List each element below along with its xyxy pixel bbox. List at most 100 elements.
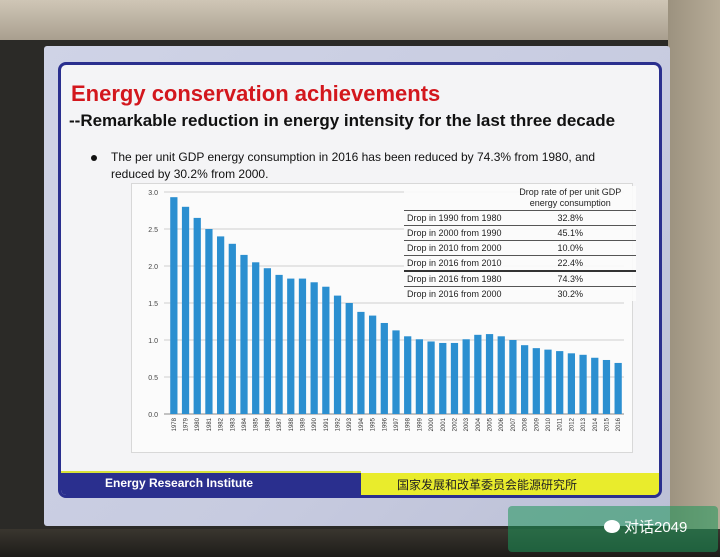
row-label: Drop in 2010 from 2000 xyxy=(404,240,505,256)
table-header: Drop rate of per unit GDP energy consump… xyxy=(519,187,622,208)
footer-institute: Energy Research Institute xyxy=(61,471,361,495)
x-tick-label: 1983 xyxy=(230,417,236,431)
y-tick-label: 0.5 xyxy=(148,375,158,382)
bar-1981 xyxy=(205,229,213,414)
table-row: Drop in 1990 from 1980 32.8% xyxy=(404,210,636,226)
x-tick-label: 2002 xyxy=(452,417,458,431)
x-tick-label: 1993 xyxy=(347,417,353,431)
bar-1978 xyxy=(170,197,178,414)
slide-title: Energy conservation achievements xyxy=(71,81,441,106)
x-tick-label: 1992 xyxy=(336,417,342,431)
bar-1995 xyxy=(368,315,377,414)
row-label: Drop in 2016 from 2010 xyxy=(404,255,505,271)
row-value: 74.3% xyxy=(504,270,636,287)
table-row: Drop in 2010 from 2000 10.0% xyxy=(404,240,636,256)
x-tick-label: 1990 xyxy=(312,417,318,431)
x-tick-label: 2000 xyxy=(429,417,435,431)
row-value: 45.1% xyxy=(504,225,636,241)
bar-2015 xyxy=(602,359,611,414)
footer-left-text: Energy Research Institute xyxy=(105,476,254,490)
x-tick-label: 2010 xyxy=(546,417,552,431)
table-row: Drop in 2016 from 1980 74.3% xyxy=(404,270,636,287)
bar-1987 xyxy=(275,274,283,414)
bar-2000 xyxy=(427,341,435,414)
x-tick-label: 1987 xyxy=(277,417,283,431)
x-tick-label: 2001 xyxy=(441,417,447,431)
x-tick-label: 2014 xyxy=(593,417,599,431)
x-tick-label: 2013 xyxy=(581,417,587,431)
x-tick-label: 1984 xyxy=(242,417,248,431)
chart-container: 0.0 0.5 1.0 1.5 2.0 2.5 3.0 1978 1979 1980 1981 198… xyxy=(131,183,636,453)
x-tick-label: 2012 xyxy=(569,417,575,431)
bullet-text: The per unit GDP energy consumption in 2… xyxy=(111,150,596,181)
background-wall xyxy=(0,0,720,40)
bar-2008 xyxy=(520,345,529,414)
drop-rate-table: Drop rate of per unit GDP energy consump… xyxy=(404,186,636,301)
bar-1986 xyxy=(263,268,272,414)
y-tick-label: 2.0 xyxy=(148,264,158,271)
x-tick-label: 1988 xyxy=(289,417,295,431)
table-row: Drop in 2000 from 1990 45.1% xyxy=(404,225,636,241)
x-tick-label: 1991 xyxy=(324,417,330,431)
bar-1992 xyxy=(333,295,342,414)
bar-1999 xyxy=(415,339,424,414)
x-tick-label: 1985 xyxy=(254,417,260,431)
bar-2009 xyxy=(532,348,540,414)
bar-2003 xyxy=(462,339,470,414)
bar-2004 xyxy=(474,334,482,414)
x-tick-label: 2011 xyxy=(558,417,564,431)
x-tick-label: 2015 xyxy=(604,417,610,431)
bar-chart: 0.0 0.5 1.0 1.5 2.0 2.5 3.0 1978 1979 1980 1981 198… xyxy=(148,190,624,431)
bar-1984 xyxy=(240,254,248,414)
x-tick-label: 1979 xyxy=(184,417,190,431)
footer-institute-cn: 国家发展和改革委员会能源研究所 xyxy=(361,473,659,495)
row-value: 22.4% xyxy=(504,255,636,271)
bar-1985 xyxy=(252,262,260,414)
y-tick-label: 2.5 xyxy=(148,227,158,234)
x-tick-label: 1996 xyxy=(382,417,388,431)
x-tick-label: 1978 xyxy=(172,417,178,431)
x-tick-label: 1989 xyxy=(300,417,306,431)
bullet-icon xyxy=(91,155,97,161)
row-value: 32.8% xyxy=(504,210,636,226)
bar-1988 xyxy=(287,278,295,414)
footer-right-text: 国家发展和改革委员会能源研究所 xyxy=(397,478,578,492)
bar-2006 xyxy=(497,336,505,414)
row-value: 10.0% xyxy=(504,240,636,256)
bar-1983 xyxy=(228,243,236,414)
bar-1979 xyxy=(181,206,190,414)
x-tick-label: 1980 xyxy=(195,417,201,431)
x-tick-label: 2016 xyxy=(616,417,622,431)
row-label: Drop in 2016 from 1980 xyxy=(404,270,505,287)
row-value: 30.2% xyxy=(504,286,636,301)
bar-2005 xyxy=(485,334,494,414)
bar-1993 xyxy=(345,303,353,414)
slide: Energy conservation achievements --Remar… xyxy=(58,62,662,498)
x-tick-label: 2005 xyxy=(488,417,494,431)
x-tick-label: 1982 xyxy=(219,417,225,431)
x-tick-label: 2006 xyxy=(499,417,505,431)
x-tick-label: 1998 xyxy=(406,417,412,431)
bar-1991 xyxy=(322,286,330,414)
projection-screen: Energy conservation achievements --Remar… xyxy=(44,46,670,526)
bar-1996 xyxy=(380,322,388,414)
x-tick-label: 2008 xyxy=(523,417,529,431)
bar-2011 xyxy=(556,351,564,414)
bar-1989 xyxy=(298,278,307,414)
x-tick-label: 1981 xyxy=(207,417,213,431)
bar-2016 xyxy=(614,362,622,414)
watermark-text: 对话2049 xyxy=(624,519,688,536)
bar-1997 xyxy=(392,330,400,414)
bar-2014 xyxy=(591,357,599,414)
x-tick-label: 2003 xyxy=(464,417,470,431)
x-tick-label: 1986 xyxy=(265,417,271,431)
x-tick-label: 2007 xyxy=(511,417,517,431)
y-tick-label: 1.5 xyxy=(148,301,158,308)
y-tick-label: 3.0 xyxy=(148,190,158,197)
bar-2013 xyxy=(579,354,587,414)
bar-1990 xyxy=(310,282,318,414)
table-row: Drop in 2016 from 2010 22.4% xyxy=(404,255,636,271)
x-tick-label: 1999 xyxy=(417,417,423,431)
bar-1982 xyxy=(216,236,225,414)
bar-2002 xyxy=(450,342,459,414)
